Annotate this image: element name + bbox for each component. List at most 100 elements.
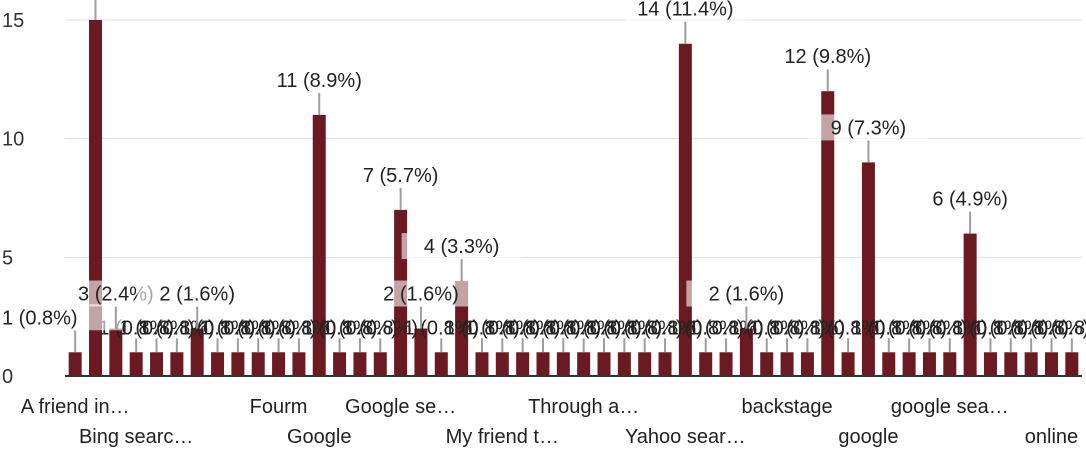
bar xyxy=(129,352,143,376)
x-category-label: google sea… xyxy=(891,396,1009,418)
data-label: 1 (0.8%) xyxy=(953,317,1029,339)
gridlines xyxy=(65,19,1082,258)
y-tick-label: 5 xyxy=(2,247,13,269)
data-label: 1 (0.8%) xyxy=(342,317,418,339)
bar xyxy=(251,352,265,376)
data-label: 1 (0.8%) xyxy=(119,317,195,339)
data-label-bg xyxy=(686,280,807,307)
data-label: 1 (0.8%) xyxy=(302,317,378,339)
bar xyxy=(821,91,835,376)
data-label: 1 (0.8%) xyxy=(668,317,744,339)
data-label: 1 (0.8%) xyxy=(139,317,215,339)
bar xyxy=(150,352,164,376)
bar xyxy=(1024,352,1038,376)
data-label: 1 (0.8%) xyxy=(180,317,256,339)
data-label: 6 (4.9%) xyxy=(932,189,1008,211)
data-labels: 1 (0.8%)15 (12.2%)3 (2.4%)2 (1.6%)11 (8.… xyxy=(2,0,1031,353)
data-label: 1 (0.8%) xyxy=(973,317,1049,339)
data-label: 1 (0.8%) xyxy=(241,317,317,339)
data-label-bg xyxy=(767,43,888,70)
data-label: 1 (0.8%) xyxy=(688,317,764,339)
data-label: 9 (7.3%) xyxy=(831,117,907,139)
bar xyxy=(699,352,713,376)
x-category-label: Fourm xyxy=(250,396,308,418)
data-label: 1 (0.8%) xyxy=(851,317,927,339)
bar xyxy=(516,352,530,376)
bar xyxy=(760,352,774,376)
data-label: 1 (0.8%) xyxy=(892,317,968,339)
bar xyxy=(861,162,875,376)
data-label: 1 (0.8%) xyxy=(485,317,561,339)
data-label-bg xyxy=(137,280,258,307)
y-tick-label: 15 xyxy=(2,10,24,32)
bar xyxy=(231,352,245,376)
bar xyxy=(1044,352,1058,376)
data-label: 2 (1.6%) xyxy=(159,284,235,306)
data-label: 14 (11.4%) xyxy=(637,0,733,21)
x-category-label: Through a… xyxy=(528,396,639,418)
data-label: 1 (0.8%) xyxy=(322,317,398,339)
data-label: 1 (0.8%) xyxy=(871,317,947,339)
bar xyxy=(617,352,631,376)
data-label-bg xyxy=(340,161,461,188)
bar xyxy=(434,352,448,376)
data-label: 11 (8.9%) xyxy=(277,70,362,92)
bar xyxy=(414,328,428,376)
bar xyxy=(109,328,123,376)
bar xyxy=(943,352,957,376)
data-label: 2 (1.6%) xyxy=(383,284,459,306)
data-label: 1 (0.8%) xyxy=(403,317,479,339)
data-label-bg xyxy=(625,0,746,22)
data-label-bg xyxy=(401,233,522,260)
data-label: 3 (2.4%) xyxy=(78,284,154,306)
y-tick-label: 10 xyxy=(2,129,24,151)
x-category-label: Google xyxy=(287,426,352,448)
data-label: 1 (0.8%) xyxy=(729,317,805,339)
bar xyxy=(780,352,794,376)
data-label-bg xyxy=(360,280,481,307)
data-label-bg xyxy=(808,114,929,141)
bar xyxy=(211,352,225,376)
data-label-bg xyxy=(910,185,1031,212)
x-category-label: My friend t… xyxy=(446,426,559,448)
data-label-bg xyxy=(259,66,380,93)
data-label: 1 (0.8%) xyxy=(200,317,276,339)
bar xyxy=(902,352,916,376)
data-label: 4 (3.3%) xyxy=(424,236,500,258)
bar xyxy=(841,352,855,376)
data-label: 1 (0.8%) xyxy=(1034,317,1086,339)
bar xyxy=(658,352,672,376)
bar xyxy=(577,352,591,376)
bar xyxy=(292,352,306,376)
data-label: 1 (0.8%) xyxy=(1014,317,1086,339)
data-label: 1 (0.8%) xyxy=(505,317,581,339)
bar xyxy=(922,352,936,376)
small-data-labels: 1 (0.8%)1 (0.8%)1 (0.8%)1 (0.8%)1 (0.8%)… xyxy=(98,317,1086,353)
data-label: 1 (0.8%) xyxy=(749,317,825,339)
data-label: 7 (5.7%) xyxy=(363,165,439,187)
data-label: 1 (0.8%) xyxy=(912,317,988,339)
bar xyxy=(373,352,387,376)
bar xyxy=(1004,352,1018,376)
bar xyxy=(312,114,326,376)
x-category-label: google xyxy=(838,426,898,448)
bar xyxy=(963,233,977,376)
data-label: 1 (0.8%) xyxy=(444,317,520,339)
data-label: 12 (9.8%) xyxy=(784,46,871,68)
bar xyxy=(68,352,82,376)
bar xyxy=(1065,352,1079,376)
data-label: 1 (0.8%) xyxy=(261,317,337,339)
data-label: 1 (0.8%) xyxy=(607,317,683,339)
x-category-label: Bing searc… xyxy=(79,426,194,448)
bar xyxy=(353,352,367,376)
bar xyxy=(638,352,652,376)
bar xyxy=(882,352,896,376)
data-label: 1 (0.8%) xyxy=(587,317,663,339)
data-label: 1 (0.8%) xyxy=(810,317,886,339)
bar xyxy=(475,352,489,376)
data-label: 1 (0.8%) xyxy=(220,317,296,339)
x-axis-category-labels: A friend in… Bing searc… Fourm Google Google… xyxy=(21,396,1078,448)
data-label: 1 (0.8%) xyxy=(2,307,78,329)
bar xyxy=(495,352,509,376)
